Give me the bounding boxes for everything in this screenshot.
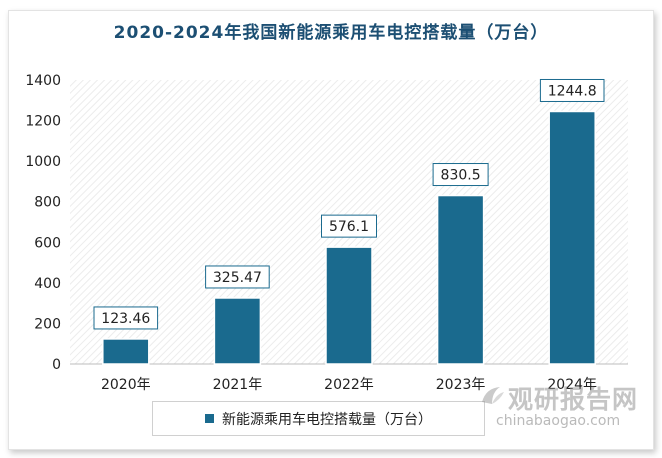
y-tick-label: 600 bbox=[34, 235, 61, 251]
y-tick-label: 0 bbox=[52, 357, 61, 373]
chart-title: 2020-2024年我国新能源乘用车电控搭载量（万台） bbox=[113, 23, 549, 43]
y-tick-label: 1200 bbox=[25, 114, 61, 130]
watermark: 观研报告网 chinabaogao.com bbox=[478, 378, 648, 438]
x-tick-label: 2022年 bbox=[324, 377, 374, 393]
y-tick-label: 800 bbox=[34, 195, 61, 211]
data-labels-group: 123.46 325.47 576.1 830.5 1244.8 bbox=[93, 78, 605, 330]
x-tick-label: 2021年 bbox=[213, 377, 263, 393]
y-axis: 0 200 400 600 800 1000 1200 1400 bbox=[25, 73, 61, 373]
legend-label: 新能源乘用车电控搭载量（万台） bbox=[222, 411, 432, 428]
data-label: 325.47 bbox=[213, 270, 262, 286]
y-tick-label: 400 bbox=[34, 276, 61, 292]
y-tick-label: 1400 bbox=[25, 73, 61, 89]
x-axis: 2020年 2021年 2022年 2023年 2024年 bbox=[101, 377, 597, 393]
data-label-box bbox=[93, 306, 159, 330]
data-label-box bbox=[539, 78, 605, 102]
watermark-brand-cn: 观研报告网 bbox=[508, 385, 639, 414]
bar bbox=[213, 297, 262, 365]
watermark-logo-icon bbox=[482, 387, 504, 404]
data-label-box bbox=[321, 214, 377, 238]
data-label-box bbox=[205, 265, 270, 289]
y-tick-label: 200 bbox=[34, 316, 61, 332]
bars-group bbox=[102, 110, 596, 365]
bar bbox=[548, 110, 596, 365]
data-label: 1244.8 bbox=[548, 83, 597, 99]
bar bbox=[102, 338, 150, 365]
data-label: 830.5 bbox=[441, 168, 481, 184]
data-label: 576.1 bbox=[329, 219, 369, 235]
watermark-brand-en: chinabaogao.com bbox=[496, 413, 621, 429]
data-label: 123.46 bbox=[101, 311, 150, 327]
legend: 新能源乘用车电控搭载量（万台） bbox=[152, 401, 485, 436]
bar bbox=[325, 246, 373, 365]
x-tick-label: 2023年 bbox=[436, 377, 486, 393]
legend-swatch bbox=[205, 414, 214, 423]
y-tick-label: 1000 bbox=[25, 154, 61, 170]
x-tick-label: 2024年 bbox=[547, 377, 597, 393]
data-label-box bbox=[432, 163, 489, 187]
bar bbox=[436, 194, 485, 365]
x-tick-label: 2020年 bbox=[101, 377, 151, 393]
